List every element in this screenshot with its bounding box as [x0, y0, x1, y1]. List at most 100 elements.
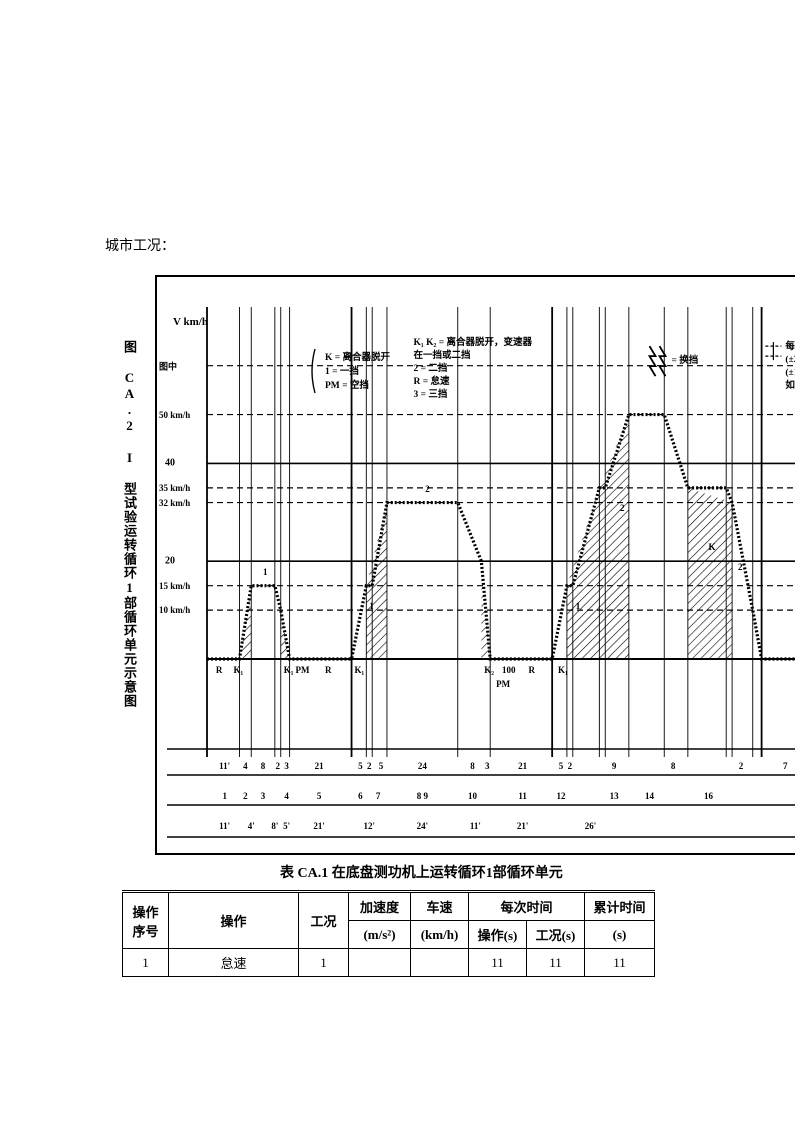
legend-line: K = 离合器脱开 [325, 351, 390, 365]
bottom-row2: 13 [610, 791, 619, 801]
legend-shift: = 换挡 [672, 354, 699, 368]
table-cell: 怠速 [169, 949, 299, 977]
th-speed: 车速 [411, 892, 469, 921]
bottom-row3: 24' [417, 821, 429, 831]
table-cell [349, 949, 411, 977]
bottom-row3: 4' [248, 821, 255, 831]
table-cell [411, 949, 469, 977]
bottom-row1: 8 [261, 761, 266, 771]
th-opnum: 操作序号 [123, 892, 169, 949]
table-caption: 表 CA.1 在底盘测功机上运转循环1部循环单元 [280, 862, 563, 882]
th-cum-unit: (s) [585, 921, 655, 949]
section-heading: 城市工况： [105, 235, 175, 255]
th-op: 操作 [169, 892, 299, 949]
bottom-row2: 10 [468, 791, 477, 801]
bottom-row1: 2 [739, 761, 744, 771]
bottom-row3: 5' [283, 821, 290, 831]
bottom-row2: 8 9 [417, 791, 428, 801]
bottom-row2: 3 [261, 791, 266, 801]
svg-text:V km/h: V km/h [173, 316, 208, 328]
bottom-row2: 2 [243, 791, 248, 801]
bottom-row1: 11' [219, 761, 230, 771]
bottom-row1: 24 [418, 761, 427, 771]
legend-tol: 如右 [785, 379, 795, 393]
table-cell: 1 [299, 949, 349, 977]
gear-label: 100 [502, 664, 516, 678]
table-cell: 11 [585, 949, 655, 977]
bottom-row3: 11' [470, 821, 481, 831]
bottom-row1: 2 [367, 761, 372, 771]
th-accel-unit: (m/s²) [349, 921, 411, 949]
legend-line: 3 = 三挡 [414, 388, 448, 402]
gear-label: 1 [369, 600, 374, 614]
y-dashed-label: 35 km/h [159, 483, 190, 493]
y-dashed-label: 32 km/h [159, 498, 190, 508]
y-dashed-label: 15 km/h [159, 581, 190, 591]
bottom-row2: 7 [376, 791, 381, 801]
bottom-row3: 11' [219, 821, 230, 831]
drive-cycle-chart: V km/h 20 40 图中 50 km/h 35 km/h 32 km/h 15 km/… [155, 275, 795, 855]
gear-label: R [529, 664, 536, 678]
gear-label: K₁ [234, 664, 244, 678]
y-dashed-label: 50 km/h [159, 410, 190, 420]
chart-svg: V km/h [157, 277, 795, 855]
bottom-row2: 12 [557, 791, 566, 801]
table-cell: 1 [123, 949, 169, 977]
bottom-row3: 21' [517, 821, 529, 831]
bottom-row2: 14 [645, 791, 654, 801]
y-dashed-label: 图中 [159, 359, 177, 372]
bottom-row3: 8' [271, 821, 278, 831]
gear-label: 1 [576, 600, 581, 614]
bottom-row3: 26' [585, 821, 597, 831]
th-speed-unit: (km/h) [411, 921, 469, 949]
bottom-row1: 2 [276, 761, 281, 771]
bottom-row2: 1 [222, 791, 227, 801]
gear-label: 2 [620, 502, 625, 516]
bottom-row1: 4 [243, 761, 248, 771]
gear-label: K₁ [355, 664, 365, 678]
table-cell: 11 [527, 949, 585, 977]
gear-label: 2 [738, 561, 743, 575]
th-op-s: 操作(s) [469, 921, 527, 949]
bottom-row1: 21 [518, 761, 527, 771]
bottom-row1: 8 [671, 761, 676, 771]
bottom-row2: 4 [284, 791, 289, 801]
bottom-row1: 3 [485, 761, 490, 771]
th-accel: 加速度 [349, 892, 411, 921]
bottom-row1: 3 [284, 761, 289, 771]
th-cum: 累计时间 [585, 892, 655, 921]
gear-label: 2 [425, 483, 430, 497]
bottom-row2: 11 [518, 791, 527, 801]
table-row: 1怠速1111111 [123, 949, 655, 977]
gear-label: K₁ [284, 664, 294, 678]
th-cond-s: 工况(s) [527, 921, 585, 949]
th-eachtime: 每次时间 [469, 892, 585, 921]
gear-label: K [709, 541, 716, 555]
table-cell: 11 [469, 949, 527, 977]
bottom-row1: 8 [470, 761, 475, 771]
gear-label: 1 [263, 566, 268, 580]
gear-label: K₁ [558, 664, 568, 678]
bottom-row2: 16 [704, 791, 713, 801]
bottom-row1: 5 [358, 761, 363, 771]
bottom-row3: 21' [313, 821, 325, 831]
legend-line: PM = 空挡 [325, 379, 369, 393]
y-tick: 40 [165, 458, 175, 469]
bottom-row1: 21 [315, 761, 324, 771]
bottom-row1: 5 [379, 761, 384, 771]
th-cond: 工况 [299, 892, 349, 949]
gear-label: R [216, 664, 223, 678]
bottom-row1: 9 [612, 761, 617, 771]
gear-label: K₂ [484, 664, 494, 678]
cycle-data-table: 操作序号操作工况加速度车速每次时间累计时间 (m/s²)(km/h)操作(s)工况… [122, 890, 655, 977]
gear-label: R [325, 664, 332, 678]
bottom-row1: 7 [783, 761, 788, 771]
bottom-row2: 5 [317, 791, 322, 801]
gear-label: PM [496, 678, 510, 692]
y-tick: 20 [165, 556, 175, 567]
bottom-row1: 5 [559, 761, 564, 771]
bottom-row1: 2 [568, 761, 573, 771]
legend-line: 1 = 一挡 [325, 365, 359, 379]
bottom-row3: 12' [363, 821, 375, 831]
bottom-row2: 6 [358, 791, 363, 801]
